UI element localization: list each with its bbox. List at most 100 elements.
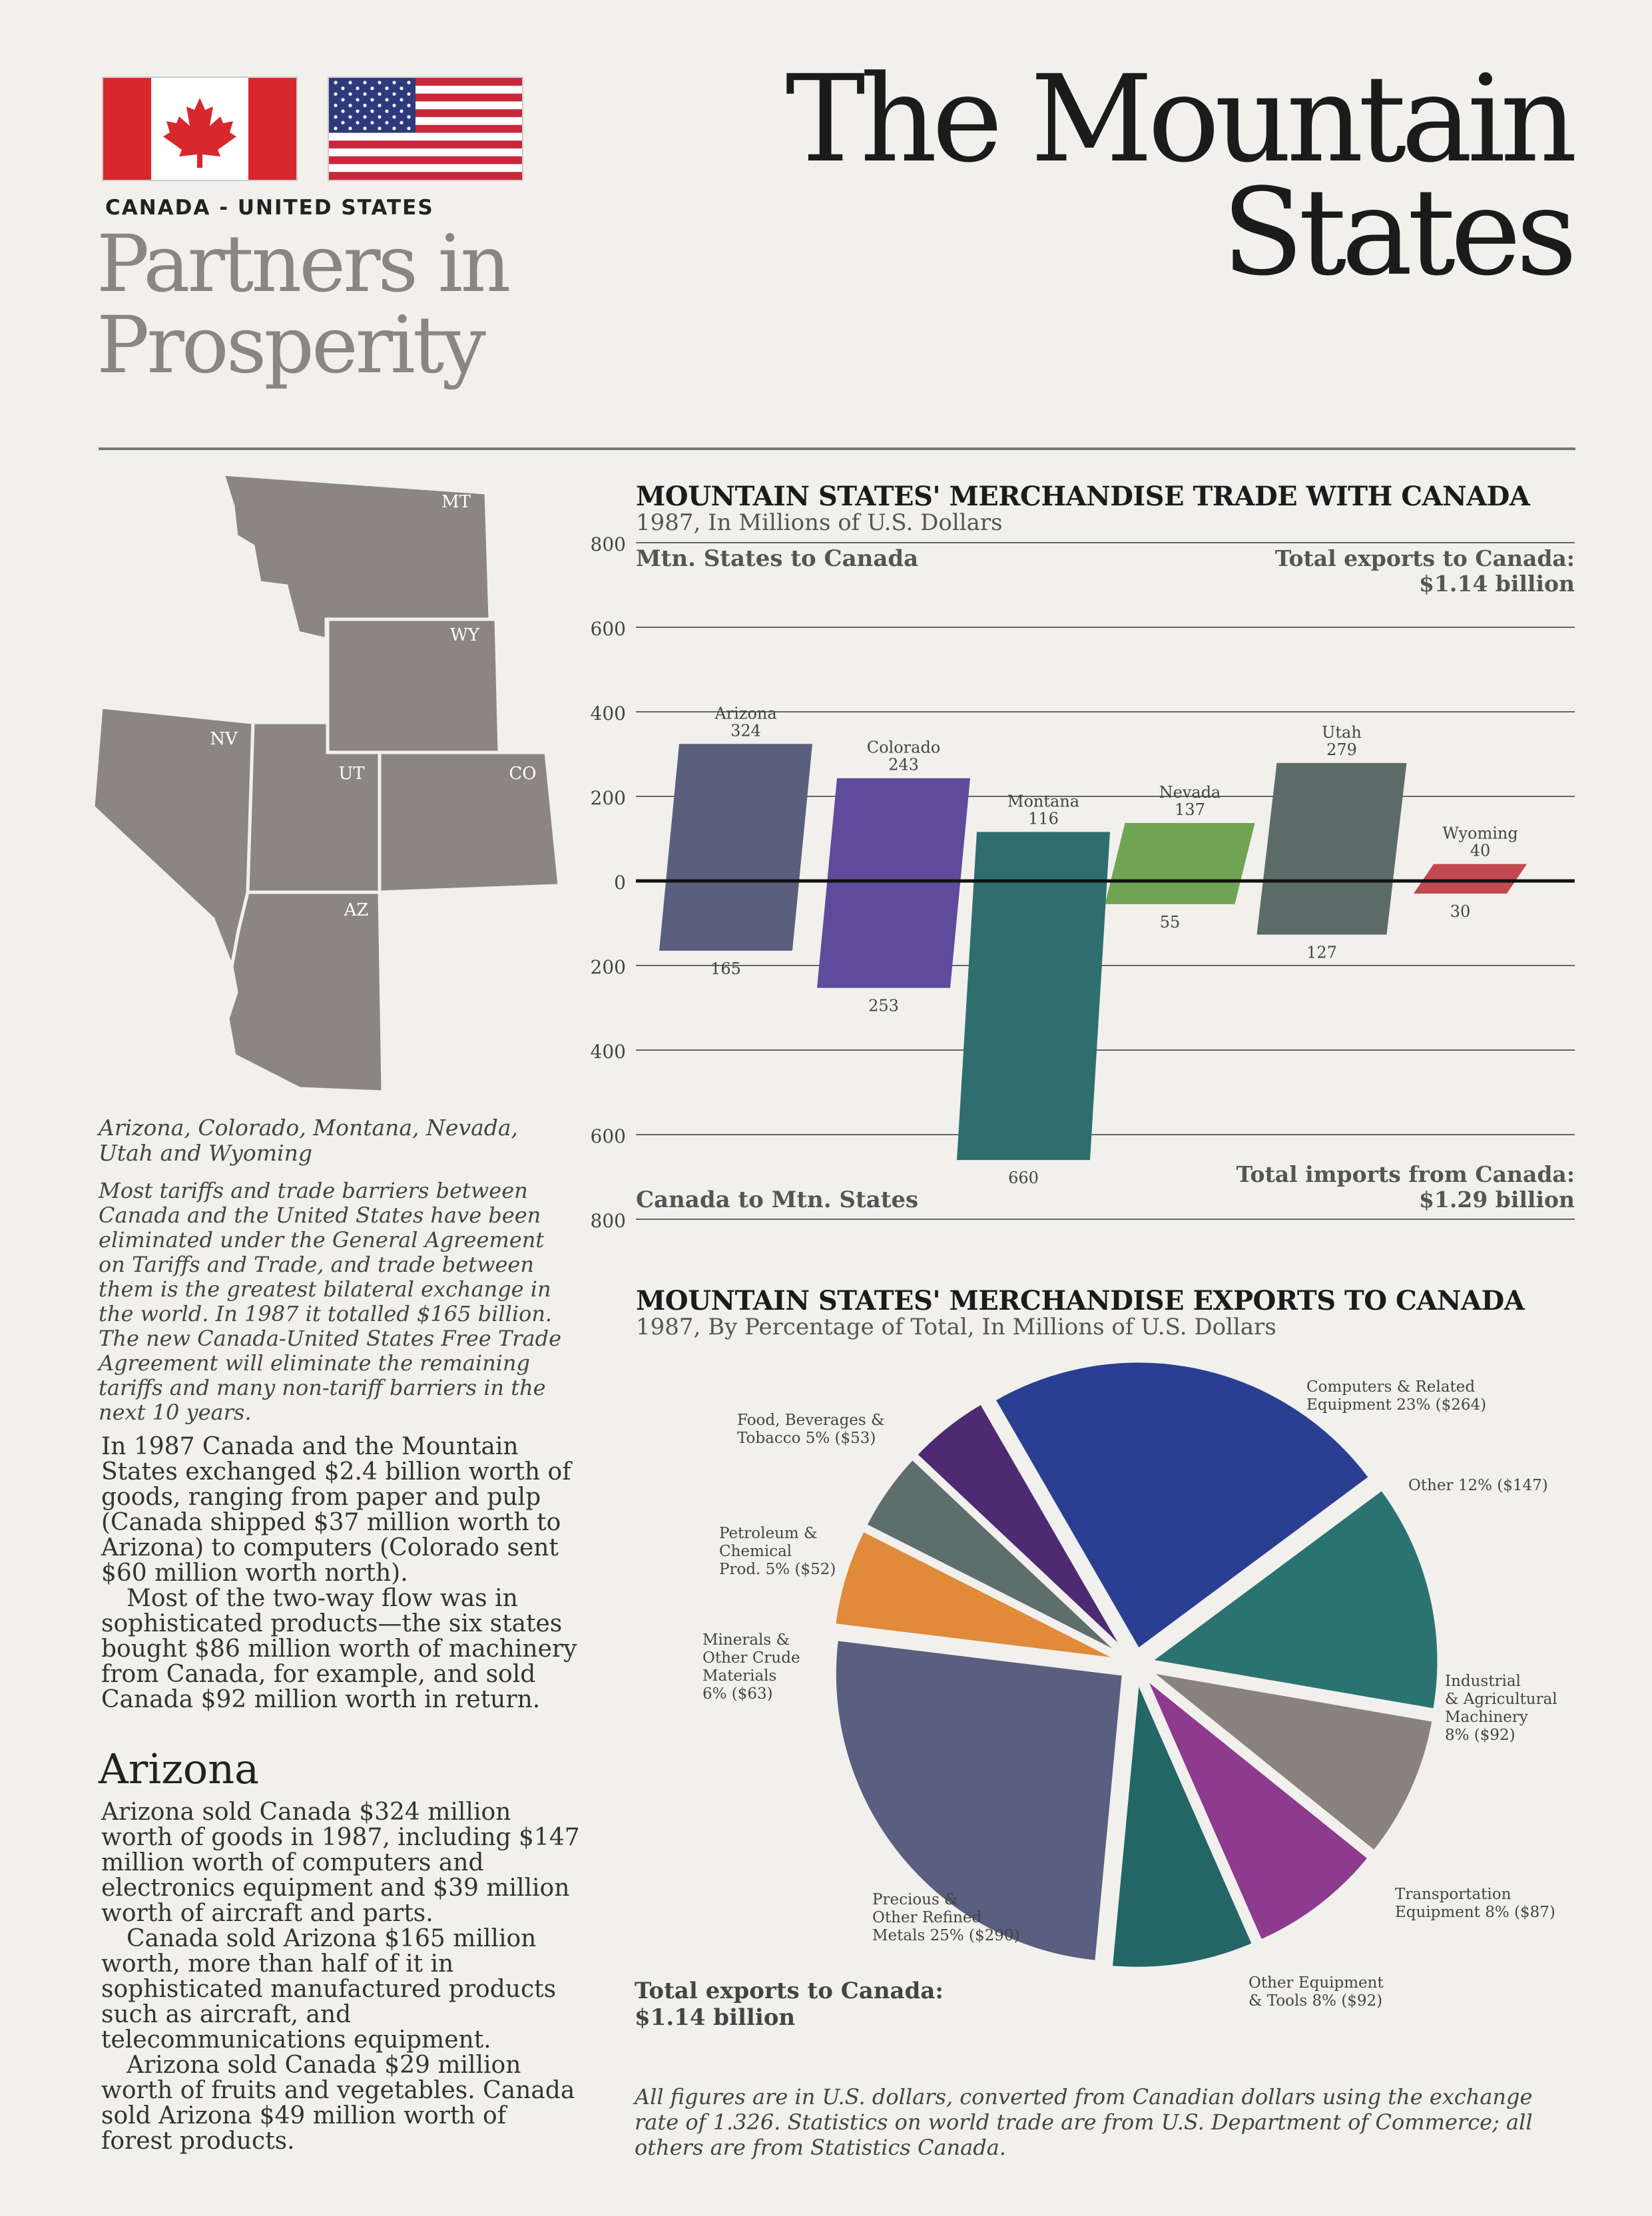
bar-nevada bbox=[1105, 823, 1255, 904]
map-label-az: AZ bbox=[344, 900, 369, 920]
flag-stripe bbox=[329, 133, 522, 141]
footnote: All figures are in U.S. dollars, convert… bbox=[635, 2084, 1533, 2160]
pie-slice-label: Computers & Related Equipment 23% ($264) bbox=[1306, 1378, 1486, 1414]
flag-stripe bbox=[329, 156, 522, 164]
pie-slice bbox=[1142, 1675, 1373, 1944]
intro-body: In 1987 Canada and the Mountain States e… bbox=[101, 1434, 581, 1713]
flag-star bbox=[400, 121, 404, 125]
bar-chart-title: MOUNTAIN STATES' MERCHANDISE TRADE WITH … bbox=[636, 481, 1530, 512]
flag-star bbox=[407, 92, 411, 96]
exports-total-value: $1.14 billion bbox=[1419, 571, 1575, 597]
flag-star bbox=[407, 115, 411, 119]
flag-star bbox=[370, 87, 374, 91]
flag-star bbox=[341, 121, 345, 125]
flag-star bbox=[392, 81, 396, 85]
canada-flag-icon bbox=[103, 78, 296, 180]
flag-star bbox=[356, 121, 360, 125]
map-label-co: CO bbox=[509, 764, 536, 784]
bar-import-value-label: 253 bbox=[868, 997, 899, 1015]
pie-slice-label: Transportation Equipment 8% ($87) bbox=[1395, 1886, 1555, 1921]
bar-arizona bbox=[659, 744, 812, 951]
flag-stripe bbox=[329, 164, 522, 172]
arizona-heading: Arizona bbox=[99, 1745, 260, 1793]
flag-star bbox=[348, 103, 352, 107]
flag-star bbox=[341, 98, 345, 102]
bar-import-value-label: 165 bbox=[710, 960, 741, 978]
header-divider bbox=[99, 447, 1575, 450]
flag-star bbox=[378, 103, 382, 107]
pie-slice bbox=[912, 1399, 1128, 1655]
flag-star bbox=[378, 92, 382, 96]
pie-slice-label: Other Equipment & Tools 8% ($92) bbox=[1248, 1974, 1384, 2010]
flag-star bbox=[363, 127, 367, 131]
title-line-2: States bbox=[1221, 163, 1577, 302]
bar-import-value-label: 55 bbox=[1160, 913, 1181, 932]
arizona-paragraph-1: Arizona sold Canada $324 million worth o… bbox=[101, 1799, 580, 1927]
bar-colorado bbox=[817, 778, 970, 988]
arizona-body: Arizona sold Canada $324 million worth o… bbox=[101, 1800, 581, 2154]
bar-category-label: Colorado bbox=[867, 738, 941, 757]
country-line: CANADA - UNITED STATES bbox=[105, 196, 434, 220]
bar-category-label: Nevada bbox=[1159, 783, 1221, 802]
body-paragraph-1: In 1987 Canada and the Mountain States e… bbox=[101, 1433, 571, 1587]
pie-slice bbox=[1141, 1667, 1437, 1856]
flag-star bbox=[392, 92, 396, 96]
flag-star bbox=[385, 87, 389, 91]
pie-slice-label: Other 12% ($147) bbox=[1408, 1477, 1548, 1494]
bar-chart-top-label: Mtn. States to Canada bbox=[636, 545, 918, 572]
flag-star bbox=[348, 81, 352, 85]
bar-category-label: Utah bbox=[1322, 723, 1362, 742]
flag-star bbox=[363, 103, 367, 107]
map-label-nv: NV bbox=[210, 729, 238, 749]
flag-star bbox=[370, 109, 374, 113]
flag-star bbox=[363, 115, 367, 119]
bar-chart: Mtn. States to Canada Canada to Mtn. Sta… bbox=[591, 533, 1575, 1232]
flag-star bbox=[348, 127, 352, 131]
flag-star bbox=[334, 103, 338, 107]
flag-star bbox=[400, 109, 404, 113]
flag-star bbox=[363, 92, 367, 96]
imports-total-value: $1.29 billion bbox=[1419, 1187, 1575, 1213]
flag-star bbox=[370, 121, 374, 125]
usa-flag bbox=[328, 77, 523, 181]
flag-canton bbox=[329, 78, 415, 133]
flag-stripe bbox=[329, 140, 522, 149]
flag-star bbox=[407, 103, 411, 107]
intro-italic-text: Most tariffs and trade barriers between … bbox=[99, 1178, 561, 1425]
bar-montana bbox=[957, 832, 1110, 1161]
flag-star bbox=[341, 109, 345, 113]
pie-total: Total exports to Canada: $1.14 billion bbox=[635, 1978, 944, 2031]
canada-flag bbox=[102, 77, 298, 181]
map-state-az bbox=[226, 890, 385, 1094]
y-tick-label: 200 bbox=[591, 787, 626, 809]
pie-slice bbox=[832, 1636, 1127, 1965]
flag-star bbox=[356, 98, 360, 102]
y-tick-label: 800 bbox=[591, 1210, 626, 1232]
flag-star bbox=[363, 81, 367, 85]
y-tick-label: 0 bbox=[614, 872, 626, 894]
flag-star bbox=[400, 98, 404, 102]
y-tick-label: 600 bbox=[591, 618, 626, 640]
bar-chart-subtitle: 1987, In Millions of U.S. Dollars bbox=[636, 509, 1003, 536]
arizona-paragraph-3: Arizona sold Canada $29 million worth of… bbox=[101, 2052, 575, 2155]
flag-star bbox=[348, 115, 352, 119]
exports-total-label: Total exports to Canada: bbox=[1275, 545, 1575, 571]
pie-slice-label: Precious & Other Refined Metals 25% ($290) bbox=[872, 1891, 1020, 1944]
bar-category-label: Wyoming bbox=[1442, 824, 1517, 843]
bar-wyoming bbox=[1414, 864, 1527, 894]
bar-export-value-label: 243 bbox=[888, 756, 919, 774]
partners-line-1: Partners in bbox=[97, 218, 511, 310]
y-tick-label: 400 bbox=[591, 1041, 626, 1063]
flag-stripe bbox=[329, 172, 522, 180]
map-state-mt bbox=[220, 472, 492, 642]
bar-export-value-label: 116 bbox=[1028, 809, 1059, 828]
bar-export-value-label: 324 bbox=[730, 721, 761, 740]
map-label-ut: UT bbox=[338, 764, 365, 784]
pie-slice bbox=[862, 1454, 1125, 1659]
flag-star bbox=[356, 87, 360, 91]
map-label-wy: WY bbox=[450, 625, 480, 645]
flag-star bbox=[400, 87, 404, 91]
flag-star bbox=[407, 127, 411, 131]
pie-total-value: $1.14 billion bbox=[635, 2004, 796, 2031]
mountain-states-map: MT WY NV UT CO AZ bbox=[91, 472, 561, 1094]
